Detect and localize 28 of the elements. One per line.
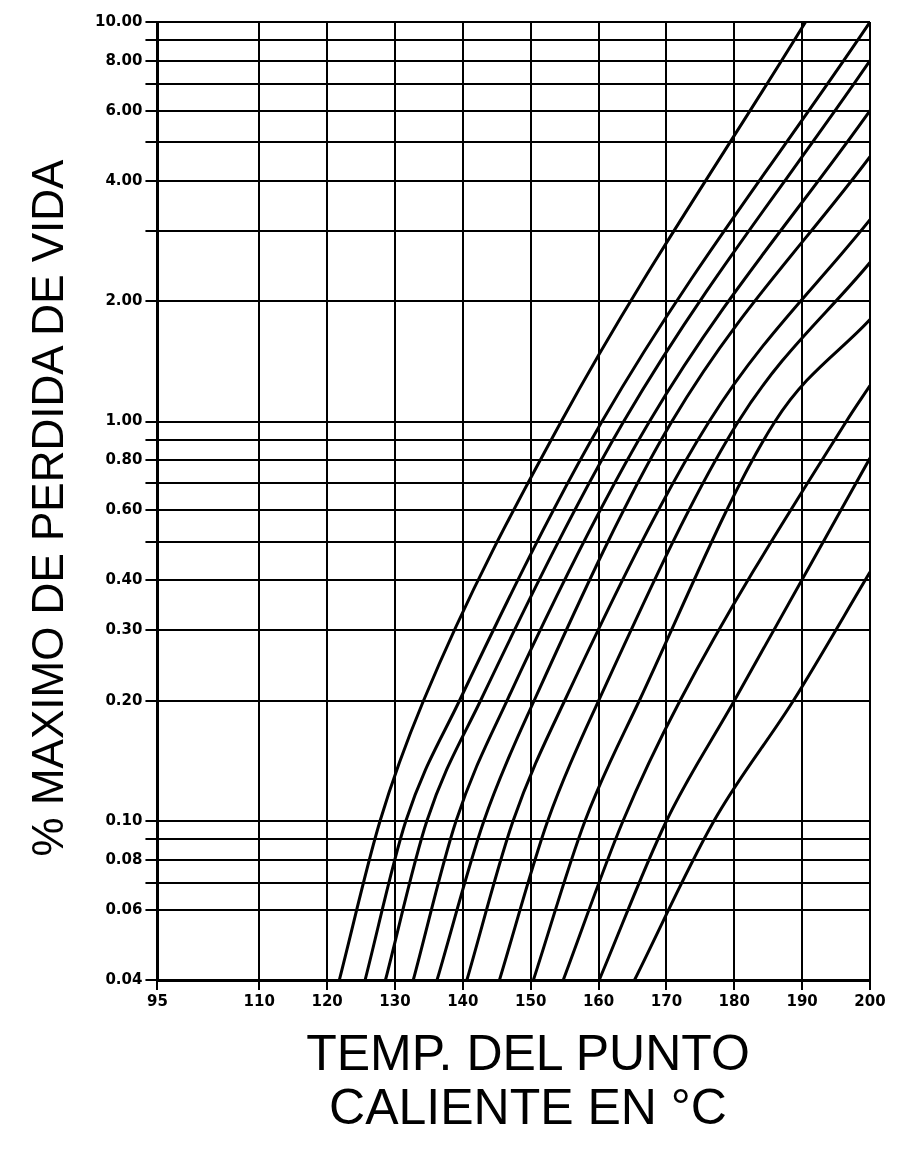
x-tick-label: 150 (515, 991, 547, 1010)
x-tick-label: 110 (243, 991, 275, 1010)
x-tick-label: 120 (311, 991, 343, 1010)
y-tick-label: 0.20 (105, 690, 143, 709)
x-tick-label: 160 (582, 991, 615, 1010)
y-tick-label: 0.04 (105, 969, 143, 988)
y-tick-label: 0.10 (105, 810, 143, 829)
x-tick-label: 170 (650, 991, 683, 1010)
y-tick-label: 0.80 (105, 450, 143, 469)
y-tick-label: 0.08 (105, 849, 143, 868)
x-axis-title: TEMP. DEL PUNTO CALIENTE EN °C (305, 1025, 751, 1135)
x-tick-label: 130 (379, 991, 411, 1010)
y-tick-label: 0.06 (105, 899, 143, 918)
y-tick-label: 0.40 (105, 570, 143, 589)
y-tick-label: 0.30 (105, 620, 143, 639)
x-tick-label: 95 (147, 991, 168, 1010)
y-tick-label: 0.60 (105, 500, 143, 519)
y-tick-label: 4.00 (105, 170, 143, 189)
y-tick-label: 10.00 (94, 11, 143, 30)
y-tick-label: 8.00 (105, 50, 143, 69)
y-tick-label: 2.00 (105, 291, 143, 310)
x-tick-label: 180 (718, 991, 750, 1010)
x-tick-label: 190 (786, 991, 818, 1010)
x-tick-label: 140 (447, 991, 479, 1010)
y-tick-label: 6.00 (105, 100, 143, 119)
x-tick-label: 200 (854, 991, 886, 1010)
y-axis-title: % MAXIMO DE PERDIDA DE VIDA (23, 159, 73, 857)
y-tick-label: 1.00 (105, 411, 143, 430)
